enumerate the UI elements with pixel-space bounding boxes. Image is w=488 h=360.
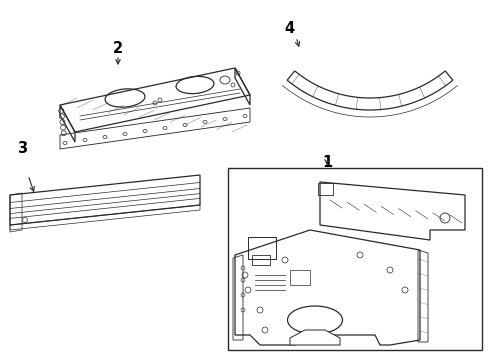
- Bar: [251, 255, 269, 265]
- Text: 4: 4: [284, 21, 293, 36]
- Bar: [289, 270, 309, 285]
- Bar: [317, 183, 332, 195]
- Text: 3: 3: [17, 140, 27, 156]
- Polygon shape: [289, 330, 339, 345]
- Bar: [227, 168, 481, 350]
- Text: 2: 2: [113, 41, 123, 55]
- Text: 1: 1: [321, 154, 331, 170]
- Bar: [247, 237, 275, 259]
